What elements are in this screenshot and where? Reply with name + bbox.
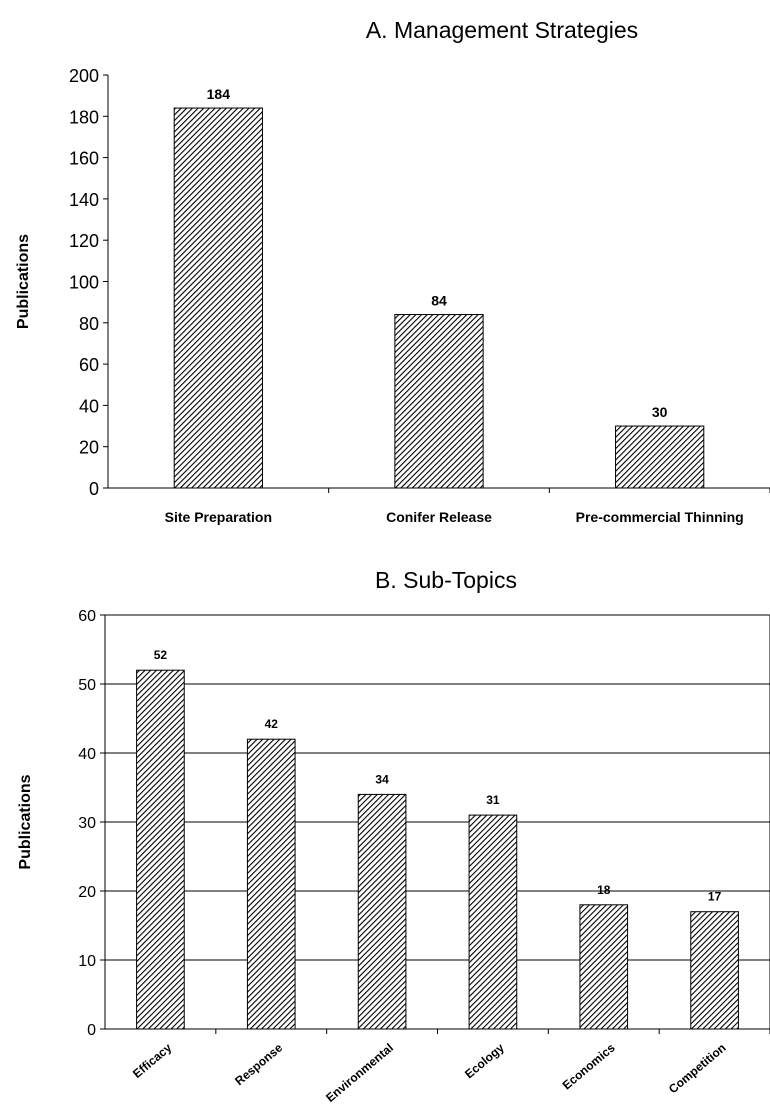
x-tick-label-efficacy: Efficacy: [130, 1040, 175, 1081]
data-label-pre-commercial-thinning: 30: [652, 404, 668, 420]
y-tick-label: 60: [79, 355, 99, 375]
y-tick-label: 0: [89, 479, 99, 499]
bar-competition: [690, 911, 739, 1030]
data-label-ecology: 31: [486, 793, 500, 807]
y-tick-label: 140: [69, 190, 99, 210]
x-tick-label-response: Response: [232, 1040, 285, 1088]
y-tick-label: 0: [87, 1022, 96, 1039]
x-tick-label-pre-commercial-thinning: Pre-commercial Thinning: [576, 509, 744, 525]
data-label-efficacy: 52: [154, 648, 168, 662]
bar-ecology: [468, 814, 518, 1030]
y-tick-label: 100: [69, 273, 99, 293]
y-tick-label: 40: [78, 746, 96, 763]
y-tick-label: 60: [78, 608, 96, 625]
data-label-conifer-release: 84: [431, 293, 447, 309]
x-tick-label-competition: Competition: [666, 1041, 729, 1097]
x-tick-label-ecology: Ecology: [462, 1040, 507, 1081]
data-label-environmental: 34: [375, 772, 389, 786]
data-label-response: 42: [265, 717, 279, 731]
x-tick-label-site-preparation: Site Preparation: [165, 509, 272, 525]
y-tick-label: 20: [78, 884, 96, 901]
y-tick-label: 40: [79, 396, 99, 416]
chart-title: B. Sub-Topics: [375, 567, 517, 593]
chart-title: A. Management Strategies: [366, 17, 638, 43]
data-label-competition: 17: [708, 890, 722, 904]
bar-environmental: [357, 793, 407, 1030]
bar-conifer-release: [394, 314, 484, 489]
chart-management-strategies: A. Management Strategies 0 20 40 60 80 100 120 1…: [15, 17, 770, 525]
bar-efficacy: [136, 669, 185, 1030]
y-tick-label: 20: [79, 438, 99, 458]
y-axis-title: Publications: [15, 234, 32, 329]
y-tick-label: 160: [69, 149, 99, 169]
y-tick-label: 50: [78, 677, 96, 694]
y-axis-title: Publications: [17, 774, 34, 869]
x-tick-label-economics: Economics: [560, 1040, 618, 1092]
x-tick-label-conifer-release: Conifer Release: [386, 509, 492, 525]
bar-economics: [579, 904, 629, 1030]
bar-pre-commercial-thinning: [615, 425, 705, 489]
x-tick-label-environmental: Environmental: [323, 1041, 396, 1105]
y-tick-label: 80: [79, 314, 99, 334]
data-label-site-preparation: 184: [207, 86, 231, 102]
bar-response: [246, 738, 296, 1030]
y-tick-label: 30: [78, 815, 96, 832]
y-tick-label: 10: [78, 953, 96, 970]
data-label-economics: 18: [597, 883, 611, 897]
y-tick-label: 200: [69, 66, 99, 86]
y-tick-label: 120: [69, 231, 99, 251]
chart-sub-topics: B. Sub-Topics 0 10 20 30 40 50 60 Publications 52…: [17, 567, 770, 1105]
bar-site-preparation: [173, 107, 263, 489]
y-tick-label: 180: [69, 107, 99, 127]
